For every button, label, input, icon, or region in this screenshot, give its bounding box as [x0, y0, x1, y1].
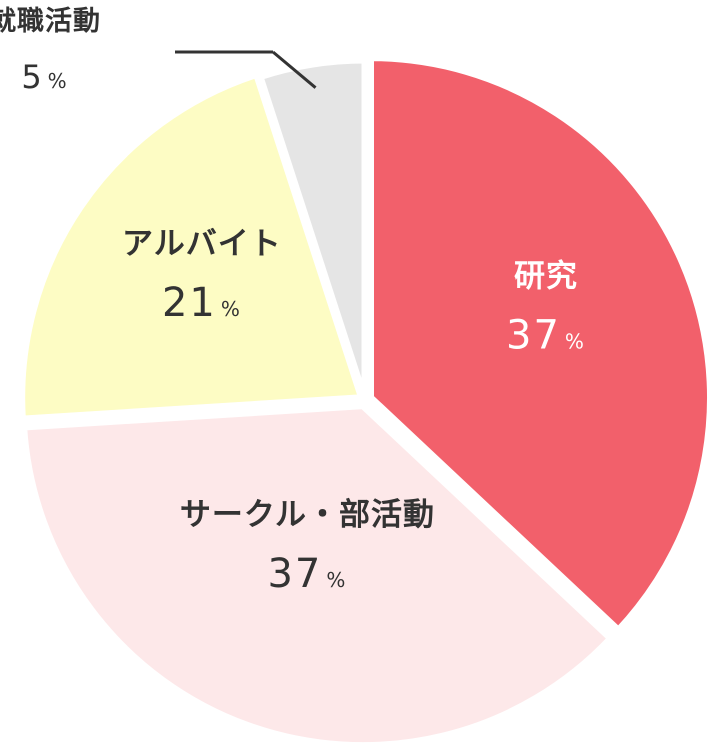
slice-value-unit: % [221, 297, 242, 321]
leader-line [272, 50, 317, 89]
slice-value-number: 21 [162, 280, 217, 326]
slice-value-unit: % [326, 568, 347, 592]
pie-slices [18, 54, 711, 746]
slice-label-job-hunting: 就職活動 [0, 6, 101, 37]
slice-value-unit: % [565, 330, 586, 354]
slice-value-unit: % [48, 69, 69, 93]
pie-slice-part-time-job [18, 69, 367, 423]
slice-label-circle-club: サークル・部活動 [180, 497, 435, 533]
slice-label-part-time-job: アルバイト [122, 226, 282, 262]
pie-slice-research [367, 54, 711, 636]
slice-label-research: 研究 [514, 259, 578, 295]
pie-slice-job-hunting [255, 56, 369, 402]
slice-value-research: 37% [506, 313, 586, 359]
pie-slice-circle-club [19, 402, 616, 746]
slice-value-number: 37 [267, 551, 322, 597]
slice-value-circle-club: 37% [267, 551, 347, 597]
slice-value-number: 37 [506, 313, 561, 359]
slice-value-number: 5 [21, 58, 43, 96]
slice-value-job-hunting: 5% [21, 58, 68, 96]
slice-value-part-time-job: 21% [162, 280, 242, 326]
pie-labels: 研究 37 % サークル・部活動 37 % アルバイト 21 % 就職活動 5% [0, 6, 586, 597]
